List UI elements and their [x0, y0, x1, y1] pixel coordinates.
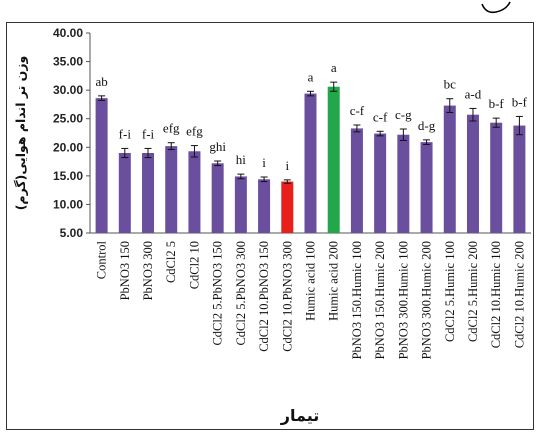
bar — [118, 153, 131, 233]
bar — [188, 151, 201, 233]
category-label: CdCl2 5.PbNO3 300 — [234, 241, 248, 346]
bar — [513, 125, 526, 233]
significance-letter: b-f — [512, 94, 528, 109]
bar — [95, 98, 108, 234]
y-ticks: 5.00 10.00 15.00 20.00 25.00 30.00 35.00 40.00 — [53, 26, 90, 240]
category-label: PbNO3 300.Humic 100 — [396, 241, 410, 359]
category-label: Control — [95, 240, 109, 279]
decorative-glyph — [481, 1, 511, 14]
significance-letter: f-i — [119, 126, 132, 141]
category-label: CdCl2 10.Humic 100 — [489, 241, 503, 348]
significance-letter: d-g — [418, 118, 436, 133]
y-tick-label: 40.00 — [53, 26, 83, 40]
significance-letter: a — [331, 60, 337, 75]
y-axis-title: وزن تر اندام هوایی(گرم) — [13, 56, 29, 211]
category-label: PbNO3 150.Humic 100 — [350, 241, 364, 359]
x-axis-title: تیمار — [280, 406, 319, 425]
significance-letter: ghi — [209, 139, 226, 154]
y-tick-label: 5.00 — [60, 226, 84, 240]
category-label: PbNO3 150.Humic 200 — [373, 241, 387, 359]
significance-letter: i — [262, 155, 266, 170]
significance-letter: f-i — [142, 126, 155, 141]
category-label: CdCl2 10.PbNO3 300 — [280, 241, 294, 352]
y-tick-label: 30.00 — [53, 83, 83, 97]
bar — [142, 153, 155, 233]
bar — [327, 86, 340, 233]
category-label: CdCl2 5.Humic 100 — [443, 241, 457, 342]
significance-letter: a-d — [465, 86, 482, 101]
category-labels: Control PbNO3 150 PbNO3 300 CdCl2 5 CdCl2 10… — [95, 240, 527, 359]
bar — [397, 134, 410, 233]
category-label: CdCl2 10 — [187, 241, 201, 289]
bar — [234, 176, 247, 233]
bar — [374, 133, 387, 233]
bar — [420, 142, 433, 233]
significance-letter: bc — [444, 77, 457, 92]
y-tick-label: 20.00 — [53, 140, 83, 154]
bar — [304, 93, 317, 233]
significance-letter: efg — [163, 121, 180, 136]
significance-letter: c-f — [373, 109, 388, 124]
chart-frame — [6, 22, 534, 430]
bar — [165, 146, 178, 233]
category-label: CdCl2 5 — [164, 241, 178, 283]
category-label: PbNO3 150 — [118, 241, 132, 300]
category-label: CdCl2 5.PbNO3 150 — [211, 241, 225, 346]
bar — [258, 179, 271, 233]
bar — [211, 163, 224, 233]
category-label: Humic acid 100 — [304, 241, 318, 321]
error-bars — [98, 81, 523, 184]
category-label: PbNO3 300.Humic 200 — [420, 241, 434, 359]
significance-letter: hi — [236, 152, 247, 167]
category-label: CdCl2 10.Humic 200 — [512, 241, 526, 348]
category-label: Humic acid 200 — [327, 241, 341, 321]
significance-letter: efg — [186, 124, 203, 139]
y-tick-label: 25.00 — [53, 112, 83, 126]
bar — [443, 105, 456, 233]
category-label: CdCl2 5.Humic 200 — [466, 241, 480, 342]
bars — [95, 86, 526, 234]
category-label: CdCl2 10.PbNO3 150 — [257, 241, 271, 352]
y-tick-label: 10.00 — [53, 197, 83, 211]
bar — [466, 114, 479, 233]
significance-letter: c-f — [350, 103, 365, 118]
significance-letter: c-g — [395, 107, 412, 122]
bar — [490, 122, 503, 233]
bar — [350, 128, 363, 233]
category-label: PbNO3 300 — [141, 241, 155, 300]
y-tick-label: 15.00 — [53, 169, 83, 183]
significance-letter: a — [308, 69, 314, 84]
significance-letter: i — [285, 158, 289, 173]
bar — [281, 181, 294, 233]
significance-letter: b-f — [489, 96, 505, 111]
y-tick-label: 35.00 — [53, 55, 83, 69]
significance-letter: ab — [95, 74, 107, 89]
